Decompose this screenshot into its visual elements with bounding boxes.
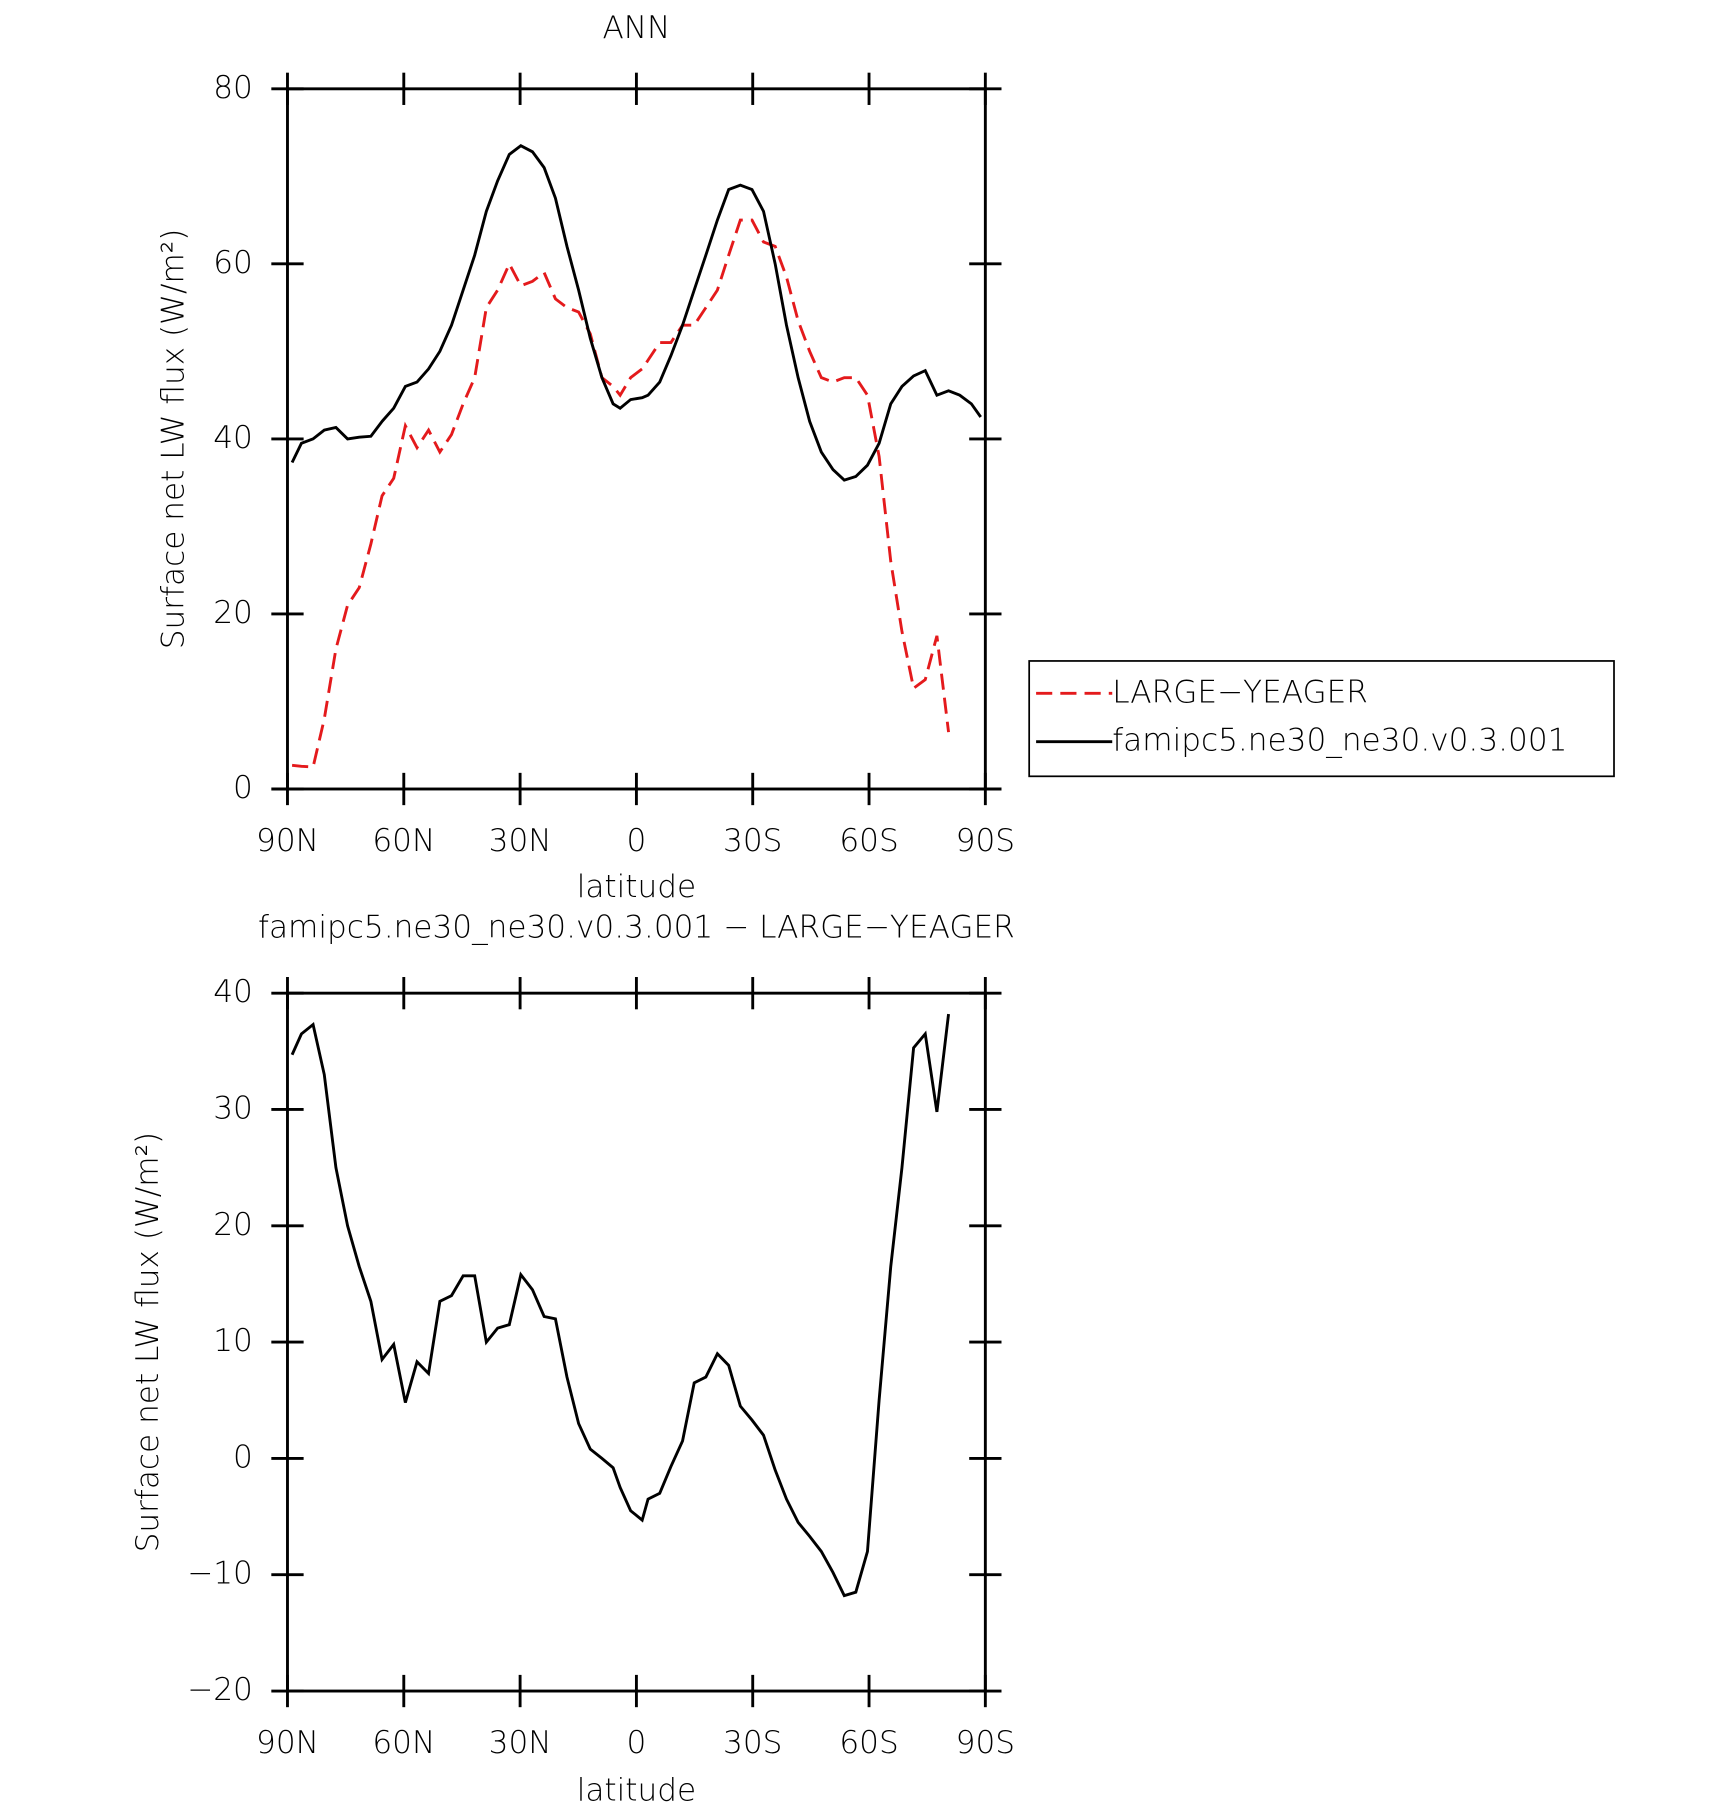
x-tick-label: 30N — [489, 1725, 552, 1761]
x-tick-label: 90S — [956, 823, 1015, 859]
x-tick-label: 90S — [956, 1725, 1015, 1761]
data-line — [290, 143, 982, 482]
x-tick-label: 60N — [372, 823, 435, 859]
y-axis-label: Surface net LW flux (W/m²) — [130, 1132, 166, 1553]
y-tick-label: 0 — [233, 1439, 253, 1475]
y-axis-label: Surface net LW flux (W/m²) — [155, 229, 191, 650]
x-tick-label: 60S — [839, 1725, 898, 1761]
y-tick-label: 30 — [213, 1090, 253, 1126]
plot-frame — [286, 991, 987, 1693]
x-tick-label: 0 — [627, 1725, 647, 1761]
data-line — [290, 1013, 950, 1598]
x-tick-label: 90N — [256, 1725, 319, 1761]
y-tick-label: −20 — [187, 1672, 253, 1708]
legend-label: LARGE−YEAGER — [1112, 674, 1368, 710]
x-axis-label: latitude — [577, 1772, 696, 1808]
x-tick-label: 30N — [489, 823, 552, 859]
x-tick-label: 30S — [723, 1725, 782, 1761]
x-axis-label: latitude — [577, 869, 696, 905]
y-tick-label: 20 — [213, 1207, 253, 1243]
y-tick-label: 80 — [213, 70, 253, 106]
y-tick-label: −10 — [187, 1556, 253, 1592]
y-tick-label: 40 — [213, 420, 253, 456]
x-tick-label: 60S — [839, 823, 898, 859]
x-tick-label: 30S — [723, 823, 782, 859]
chart-title: ANN — [602, 10, 670, 46]
x-tick-label: 60N — [372, 1725, 435, 1761]
y-tick-label: 10 — [213, 1323, 253, 1359]
data-line — [291, 218, 950, 769]
x-tick-label: 90N — [256, 823, 319, 859]
y-tick-label: 40 — [213, 974, 253, 1010]
y-tick-label: 20 — [213, 595, 253, 631]
legend-box — [1028, 660, 1615, 778]
x-tick-label: 0 — [627, 823, 647, 859]
y-tick-label: 0 — [233, 770, 253, 806]
y-tick-label: 60 — [213, 245, 253, 281]
chart-title: famipc5.ne30_ne30.v0.3.001 − LARGE−YEAGE… — [258, 910, 1015, 946]
legend-label: famipc5.ne30_ne30.v0.3.001 — [1112, 723, 1567, 759]
